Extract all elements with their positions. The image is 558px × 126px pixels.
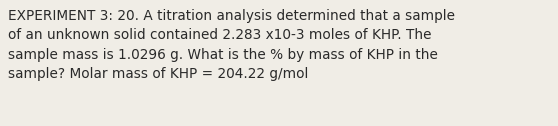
Text: EXPERIMENT 3: 20. A titration analysis determined that a sample
of an unknown so: EXPERIMENT 3: 20. A titration analysis d… [8,9,455,81]
